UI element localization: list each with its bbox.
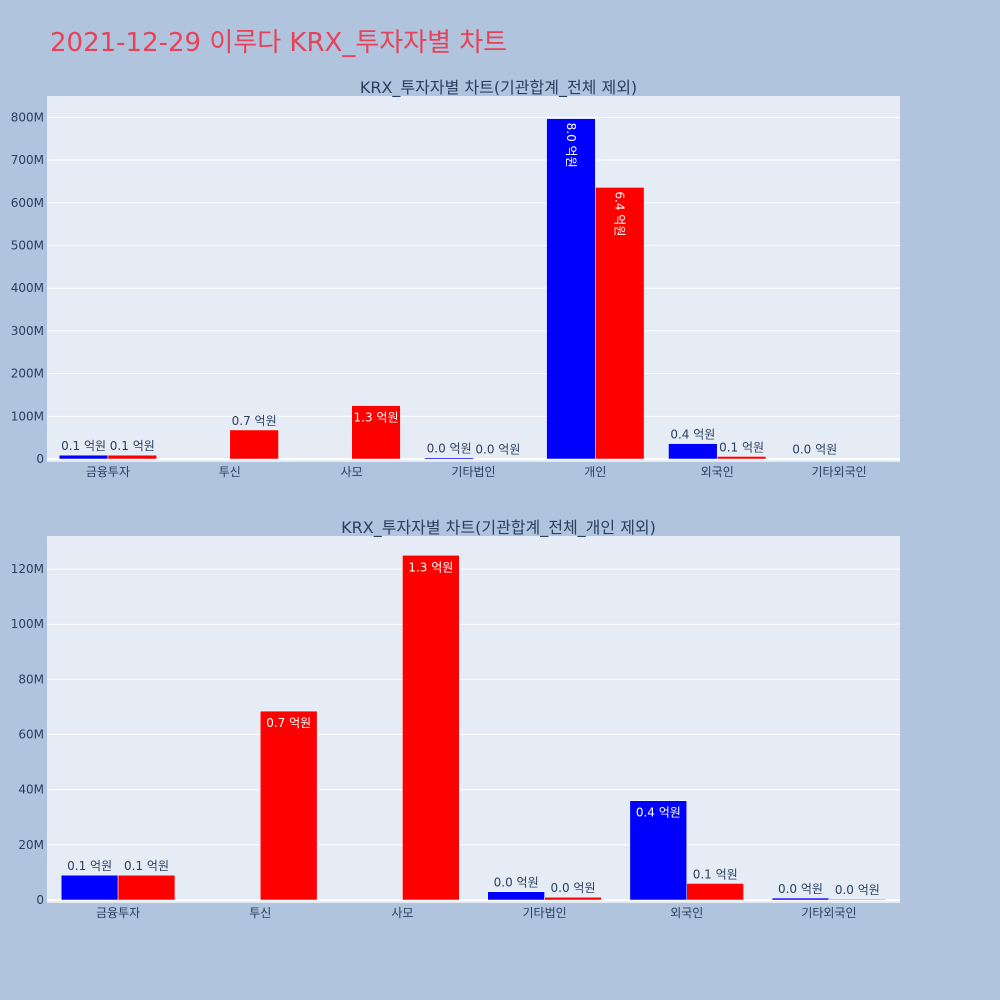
bar-label: 0.4 억원 <box>670 428 715 442</box>
x-tick-label: 투신 <box>249 906 271 920</box>
y-tick-label: 80M <box>18 672 44 686</box>
bar <box>60 874 119 901</box>
y-tick-label: 200M <box>11 367 44 381</box>
y-tick-label: 60M <box>18 728 44 742</box>
y-tick-label: 100M <box>11 617 44 631</box>
bar <box>487 891 545 901</box>
y-tick-label: 700M <box>11 153 44 167</box>
chart-title: KRX_투자자별 차트(기관합계_전체 제외) <box>360 78 637 98</box>
bar-label: 0.0 억원 <box>778 882 823 896</box>
x-tick-label: 외국인 <box>701 465 734 479</box>
bar-label: 1.3 억원 <box>354 411 399 425</box>
y-tick-label: 500M <box>11 238 44 252</box>
bar-label: 0.0 억원 <box>792 443 837 457</box>
bar-label: 0.0 억원 <box>835 883 880 897</box>
bar <box>546 118 596 460</box>
x-tick-label: 기타외국인 <box>811 465 866 479</box>
x-tick-label: 사모 <box>341 465 363 479</box>
bar-label: 0.1 억원 <box>61 439 106 453</box>
bar <box>117 874 176 901</box>
page-title: 2021-12-29 이루다 KRX_투자자별 차트 <box>50 28 508 58</box>
plot-area <box>47 96 900 462</box>
bar-label: 0.0 억원 <box>475 443 520 457</box>
x-tick-label: 사모 <box>391 906 413 920</box>
bar <box>771 897 830 901</box>
bar <box>828 898 887 901</box>
y-tick-label: 0 <box>36 893 44 907</box>
bar <box>107 454 157 460</box>
bar-label: 6.4 억원 <box>613 191 627 236</box>
y-tick-label: 40M <box>18 783 44 797</box>
bar-label: 0.1 억원 <box>67 859 112 873</box>
y-tick-label: 800M <box>11 110 44 124</box>
bar <box>260 710 318 901</box>
bar-label: 0.0 억원 <box>551 881 596 895</box>
bar-label: 0.7 억원 <box>266 716 311 730</box>
bar <box>229 429 279 460</box>
bar <box>544 896 602 901</box>
y-tick-label: 100M <box>11 409 44 423</box>
bar-label: 8.0 억원 <box>564 123 578 168</box>
bar <box>424 457 474 460</box>
bar <box>58 454 109 460</box>
bar-label: 0.1 억원 <box>719 440 764 454</box>
y-tick-label: 300M <box>11 324 44 338</box>
x-tick-label: 금융투자 <box>96 906 140 920</box>
bar <box>595 187 645 460</box>
y-tick-label: 600M <box>11 196 44 210</box>
bar-label: 0.4 억원 <box>636 806 681 820</box>
bar-label: 0.1 억원 <box>124 859 169 873</box>
chart-title: KRX_투자자별 차트(기관합계_전체_개인 제외) <box>341 518 656 538</box>
bar <box>686 883 744 901</box>
plot-area <box>47 536 900 903</box>
x-tick-label: 기타법인 <box>522 906 566 920</box>
bar-label: 0.0 억원 <box>494 876 539 890</box>
x-tick-label: 투신 <box>219 465 241 479</box>
x-tick-label: 기타외국인 <box>801 906 856 920</box>
bar-label: 0.7 억원 <box>232 414 277 428</box>
bar-label: 0.0 억원 <box>427 442 472 456</box>
y-tick-label: 0 <box>36 452 44 466</box>
x-tick-label: 외국인 <box>670 906 703 920</box>
x-tick-label: 개인 <box>584 465 606 479</box>
chart-1: KRX_투자자별 차트(기관합계_전체 제외) 0 100M 200M 300M 400M… <box>11 78 900 479</box>
bar <box>629 800 688 901</box>
bar <box>668 443 718 460</box>
bar <box>351 405 401 460</box>
y-tick-label: 20M <box>18 838 44 852</box>
y-tick-label: 120M <box>11 562 44 576</box>
bar <box>716 456 767 460</box>
bar-label: 1.3 억원 <box>408 560 453 574</box>
x-tick-label: 기타법인 <box>451 465 495 479</box>
bar-label: 0.1 억원 <box>693 867 738 881</box>
bar-label: 0.1 억원 <box>110 439 155 453</box>
chart-2: KRX_투자자별 차트(기관합계_전체_개인 제외) 0 20M 40M 60M 80M 1… <box>11 518 900 920</box>
y-tick-label: 400M <box>11 281 44 295</box>
bar <box>402 555 460 901</box>
x-tick-label: 금융투자 <box>86 465 130 479</box>
